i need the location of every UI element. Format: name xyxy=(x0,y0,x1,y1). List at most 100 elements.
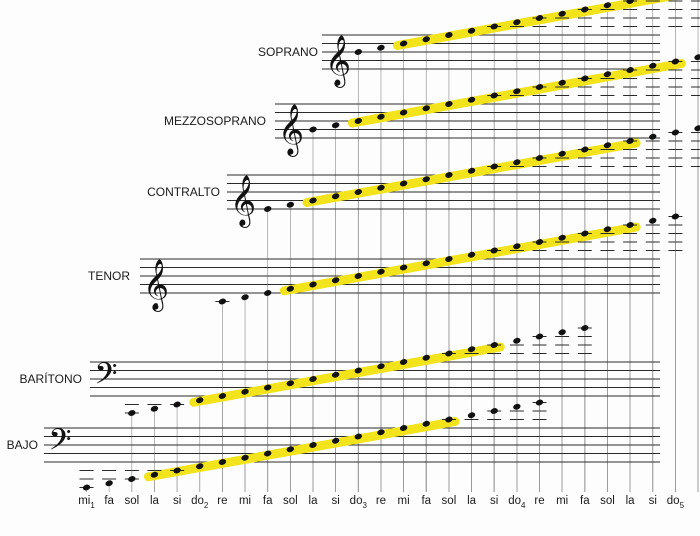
note-head xyxy=(467,412,476,419)
note-head xyxy=(513,243,521,250)
octave-mark-icon: 8 xyxy=(154,302,159,311)
note-name-axis: mi1 fa sol la si do2 re mi fa sol la si do3 re mi fa sol… xyxy=(78,495,684,510)
note-head xyxy=(445,32,453,38)
note-head xyxy=(399,264,408,271)
note-head xyxy=(467,251,476,258)
note-head xyxy=(309,126,317,133)
note-name-label: do4 xyxy=(508,495,526,510)
bass-clef-icon: 𝄢 xyxy=(48,424,71,465)
note-head xyxy=(264,290,272,296)
note-head xyxy=(422,105,430,112)
treble-clef-icon: 𝄞 xyxy=(325,35,351,88)
note-head xyxy=(581,75,589,82)
note-head xyxy=(513,403,521,410)
note-name-label: mi xyxy=(556,495,568,507)
note-head xyxy=(399,425,408,431)
note-head xyxy=(467,346,476,353)
note-name-label: mi xyxy=(398,495,410,507)
note-head xyxy=(445,101,453,107)
note-head xyxy=(581,230,589,237)
note-head xyxy=(558,234,566,241)
note-head xyxy=(241,294,249,301)
note-head xyxy=(535,15,544,21)
note-head xyxy=(309,442,317,448)
note-head xyxy=(626,0,634,4)
note-head xyxy=(626,222,634,228)
note-head xyxy=(399,180,408,187)
voice-label: MEZZOSOPRANO xyxy=(164,114,266,128)
note-name-label: do3 xyxy=(350,495,368,510)
note-head xyxy=(490,408,498,414)
note-head xyxy=(445,256,453,262)
note-head xyxy=(196,397,204,404)
note-head xyxy=(422,354,430,361)
note-name-label: do2 xyxy=(191,495,209,510)
note-head xyxy=(558,150,566,157)
note-head xyxy=(173,467,181,474)
note-name-label: fa xyxy=(580,495,590,507)
note-head xyxy=(603,142,612,149)
note-name-label: re xyxy=(217,495,227,507)
note-head xyxy=(649,62,657,69)
note-head xyxy=(490,23,498,30)
note-head xyxy=(422,260,430,267)
note-name-label: mi1 xyxy=(78,495,95,510)
note-head xyxy=(535,333,544,340)
note-head xyxy=(331,437,340,444)
note-name-label: la xyxy=(309,495,319,507)
note-head xyxy=(399,40,408,47)
voice-baritono: BARÍTONO 𝄢 xyxy=(20,325,660,416)
voice-label: SOPRANO xyxy=(258,45,318,59)
note-name-label: re xyxy=(376,495,386,507)
voice-label: BAJO xyxy=(7,438,38,452)
voice-staves: SOPRANO 𝄞MEZZOSOPRANO 𝄞CONTRALTO 𝄞TENOR 𝄞8BA… xyxy=(7,0,700,491)
note-head xyxy=(603,226,612,233)
note-head xyxy=(331,277,340,284)
note-head xyxy=(535,155,544,161)
note-head xyxy=(581,146,589,153)
note-head xyxy=(422,176,430,183)
note-head xyxy=(558,10,566,17)
note-head xyxy=(241,388,249,395)
voice-label: TENOR xyxy=(88,269,130,283)
voice-mezzosoprano: MEZZOSOPRANO 𝄞 xyxy=(164,54,700,157)
note-head xyxy=(218,393,227,399)
note-head xyxy=(354,273,362,279)
note-head xyxy=(694,54,700,61)
note-head xyxy=(445,350,453,357)
note-name-label: si xyxy=(331,495,339,507)
voice-contralto: CONTRALTO 𝄞 xyxy=(147,125,700,228)
note-head xyxy=(467,27,476,34)
note-head xyxy=(626,138,634,144)
note-head xyxy=(513,88,521,95)
note-head xyxy=(558,79,566,86)
note-head xyxy=(354,49,362,55)
note-head xyxy=(445,172,453,178)
treble-clef-icon: 𝄞 xyxy=(230,175,256,228)
note-name-label: si xyxy=(490,495,498,507)
note-head xyxy=(513,337,521,344)
note-head xyxy=(377,113,385,120)
note-head xyxy=(581,325,589,331)
note-head xyxy=(535,399,544,406)
note-head xyxy=(377,363,385,370)
note-head xyxy=(671,213,680,220)
note-name-label: la xyxy=(467,495,477,507)
note-head xyxy=(467,96,476,103)
note-head xyxy=(105,480,113,487)
treble-clef-icon: 𝄞 xyxy=(278,104,304,157)
note-head xyxy=(218,459,227,465)
note-head xyxy=(377,429,385,436)
note-name-label: sol xyxy=(600,495,615,507)
note-head xyxy=(331,371,340,378)
tessitura-highlight xyxy=(393,0,674,50)
note-head xyxy=(196,463,204,470)
note-head xyxy=(399,109,408,116)
note-head xyxy=(331,193,340,200)
note-name-label: fa xyxy=(263,495,273,507)
note-head xyxy=(422,36,430,43)
note-head xyxy=(399,359,408,365)
note-head xyxy=(626,67,634,73)
voice-soprano: SOPRANO 𝄞 xyxy=(258,0,700,88)
